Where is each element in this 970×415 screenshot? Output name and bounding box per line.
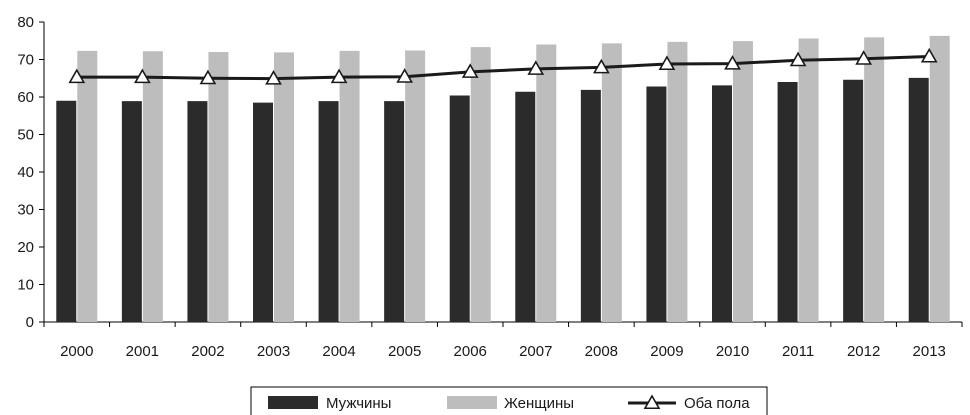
- x-axis: 2000 2001 2002 2003 2004 2005 2006 2007 2008 2009…: [43, 321, 963, 360]
- both-sexes-line: [68, 47, 938, 85]
- legend-marker-both: [643, 394, 661, 410]
- bar-female-2007: [536, 44, 557, 322]
- both-sexes-marker-2001: [133, 68, 151, 84]
- x-tick-label: 2002: [191, 343, 224, 360]
- x-tick-label: 2008: [585, 343, 618, 360]
- x-tick-label: 2005: [388, 343, 421, 360]
- both-sexes-marker-2008: [592, 58, 610, 74]
- legend-box: [250, 386, 768, 415]
- both-sexes-marker-2009: [658, 55, 676, 71]
- y-tick-label: 60: [17, 89, 34, 106]
- x-tick-label: 2010: [716, 343, 749, 360]
- both-sexes-marker-2006: [461, 63, 479, 78]
- bar-female-2001: [142, 51, 163, 322]
- bar-male-2009: [646, 86, 667, 322]
- both-sexes-marker-2000: [68, 68, 86, 84]
- bar-male-2005: [384, 101, 405, 322]
- bar-female-2004: [339, 50, 360, 322]
- x-tick-label: 2013: [913, 343, 946, 360]
- x-tick-label: 2001: [126, 343, 159, 360]
- both-sexes-marker-2005: [396, 68, 414, 83]
- bar-female-2008: [601, 43, 622, 322]
- legend-swatch-female: [447, 396, 497, 409]
- y-tick-label: 40: [17, 164, 34, 181]
- bar-female-2006: [470, 47, 491, 322]
- y-tick-label: 0: [26, 314, 34, 331]
- both-sexes-marker-2011: [789, 51, 807, 67]
- bar-female-2010: [733, 41, 753, 322]
- both-sexes-marker-2013: [920, 47, 938, 63]
- y-tick-label: 50: [17, 127, 34, 144]
- both-sexes-polyline: [76, 55, 930, 81]
- y-tick-label: 30: [17, 202, 34, 219]
- bar-male-2010: [712, 85, 732, 322]
- legend-label-female: Женщины: [504, 395, 574, 412]
- legend: Мужчины Женщины Оба пола: [250, 386, 768, 415]
- bar-female-2005: [405, 50, 426, 322]
- legend-swatch-male: [268, 396, 318, 409]
- bar-female-2013: [929, 35, 950, 322]
- bar-male-2011: [777, 82, 798, 322]
- x-tick-label: 2004: [322, 343, 355, 360]
- x-tick-label: 2007: [519, 343, 552, 360]
- x-tick-label: 2009: [650, 343, 683, 360]
- both-sexes-marker-2012: [855, 50, 873, 65]
- y-tick-label: 20: [17, 239, 34, 256]
- x-tick-label: 2012: [847, 343, 880, 360]
- x-tick-label: 2003: [257, 343, 290, 360]
- bar-female-2009: [667, 41, 688, 322]
- bar-female-2011: [798, 38, 819, 322]
- bar-male-2013: [908, 77, 929, 322]
- bar-male-2012: [843, 79, 864, 322]
- x-tick-label: 2006: [454, 343, 487, 360]
- bar-female-2002: [208, 52, 229, 322]
- bar-female-2000: [77, 50, 98, 322]
- x-tick-label: 2000: [60, 343, 93, 360]
- x-tick-label: 2011: [782, 343, 814, 360]
- both-sexes-marker-2010: [724, 55, 741, 70]
- bar-male-2004: [318, 101, 339, 322]
- y-axis: 0 10 20 30 40 50 60 70 80: [17, 14, 45, 331]
- bar-male-2000: [56, 100, 77, 322]
- bar-female-2003: [274, 52, 294, 322]
- legend-label-both: Оба пола: [684, 395, 750, 412]
- bar-male-2006: [449, 95, 470, 322]
- y-tick-label: 10: [17, 277, 34, 294]
- both-sexes-marker-2007: [527, 60, 545, 75]
- y-tick-label: 80: [17, 14, 34, 31]
- y-tick-label: 70: [17, 52, 34, 69]
- bar-male-2007: [515, 91, 536, 322]
- bar-male-2001: [121, 101, 142, 322]
- bars: [56, 35, 950, 322]
- bar-male-2003: [253, 102, 273, 322]
- bar-male-2008: [580, 89, 601, 322]
- legend-label-male: Мужчины: [326, 395, 391, 412]
- bar-female-2012: [864, 37, 885, 322]
- both-sexes-marker-2003: [265, 70, 282, 85]
- both-sexes-marker-2002: [199, 69, 217, 85]
- both-sexes-marker-2004: [330, 68, 348, 84]
- bar-male-2002: [187, 101, 208, 322]
